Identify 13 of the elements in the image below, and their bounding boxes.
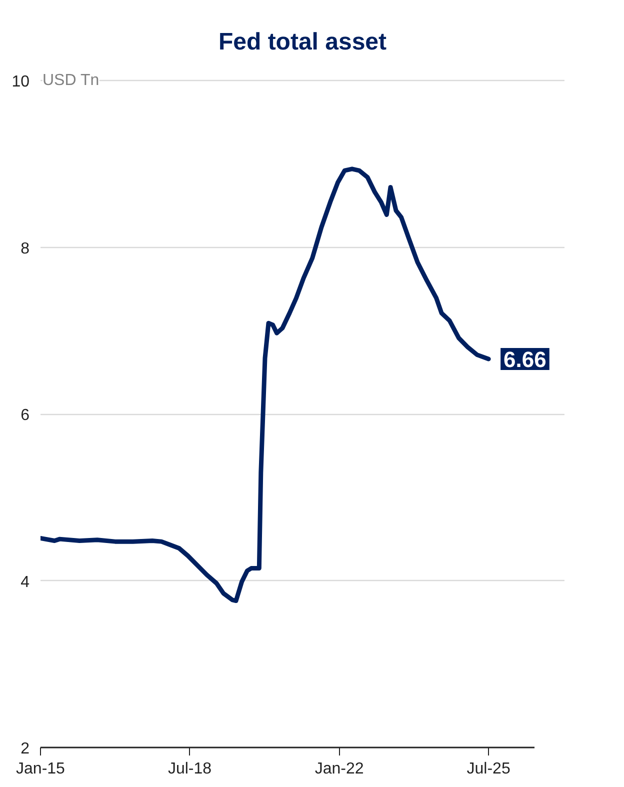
y-tick-label: 6 bbox=[20, 407, 30, 424]
x-tick-label: Jul-25 bbox=[466, 760, 510, 778]
y-axis-title: USD Tn bbox=[42, 72, 100, 90]
chart-title: Fed total asset bbox=[218, 28, 387, 56]
annotation: 6.66 bbox=[504, 346, 546, 372]
y-tick-label: 10 bbox=[12, 74, 30, 91]
x-tick-label: Jan-15 bbox=[16, 760, 66, 778]
line-series bbox=[40, 166, 491, 604]
x-tick-label: Jan-22 bbox=[314, 760, 364, 778]
y-tick-label: 4 bbox=[20, 574, 30, 591]
y-tick-label: 2 bbox=[20, 740, 30, 758]
y-tick-label: 8 bbox=[20, 240, 30, 258]
x-tick-label: Jul-18 bbox=[168, 760, 212, 778]
